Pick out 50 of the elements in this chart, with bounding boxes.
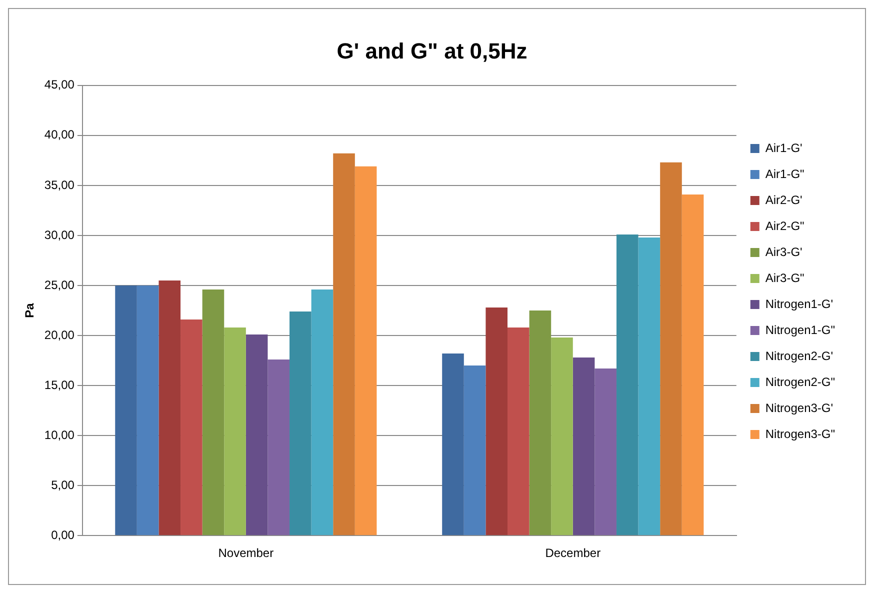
legend-label: Air1-G" bbox=[765, 166, 804, 181]
bar bbox=[202, 289, 224, 536]
y-tick-label: 25,00 bbox=[44, 278, 75, 292]
y-tick-label: 40,00 bbox=[44, 128, 75, 142]
bar bbox=[136, 285, 159, 536]
legend-label: Nitrogen3-G' bbox=[765, 400, 834, 415]
y-tick-label: 15,00 bbox=[44, 378, 75, 392]
legend-label: Nitrogen1-G" bbox=[765, 322, 836, 337]
bar bbox=[616, 234, 638, 536]
bar bbox=[224, 328, 246, 536]
x-tick-label: December bbox=[545, 546, 601, 560]
legend-label: Nitrogen1-G' bbox=[765, 296, 834, 311]
bar bbox=[507, 328, 530, 536]
bar bbox=[551, 338, 573, 536]
bar bbox=[354, 166, 377, 536]
y-tick-label: 45,00 bbox=[44, 78, 75, 92]
x-tick-label: November bbox=[218, 546, 274, 560]
bar bbox=[572, 358, 595, 536]
y-tick-label: 10,00 bbox=[44, 428, 75, 442]
bar bbox=[268, 360, 290, 536]
bar bbox=[682, 194, 704, 536]
legend-label: Air2-G' bbox=[765, 192, 802, 207]
y-tick-label: 35,00 bbox=[44, 178, 75, 192]
legend-label: Nitrogen2-G" bbox=[765, 374, 836, 389]
bar bbox=[115, 285, 137, 536]
legend-label: Nitrogen2-G' bbox=[765, 348, 834, 363]
bar bbox=[486, 308, 508, 536]
y-tick-label: 5,00 bbox=[51, 478, 75, 492]
y-axis-title: Pa bbox=[22, 302, 37, 318]
bar bbox=[464, 366, 486, 536]
y-tick-label: 0,00 bbox=[51, 528, 75, 542]
bar bbox=[180, 320, 202, 536]
bar bbox=[529, 310, 552, 536]
bar bbox=[638, 237, 660, 536]
legend-label: Air1-G' bbox=[765, 140, 802, 155]
bar bbox=[333, 153, 355, 536]
bar bbox=[660, 162, 682, 536]
bar bbox=[311, 289, 334, 536]
legend-label: Nitrogen3-G" bbox=[765, 426, 836, 441]
bar bbox=[442, 354, 464, 536]
y-tick-label: 20,00 bbox=[44, 328, 75, 342]
bar bbox=[246, 334, 268, 536]
legend-label: Air3-G" bbox=[765, 270, 804, 285]
bar bbox=[594, 368, 616, 536]
legend-label: Air3-G' bbox=[765, 244, 802, 259]
y-tick-label: 30,00 bbox=[44, 228, 75, 242]
bar bbox=[290, 312, 312, 536]
bar bbox=[158, 280, 181, 536]
chart-title: G' and G" at 0,5Hz bbox=[336, 38, 528, 64]
legend-label: Air2-G" bbox=[765, 218, 804, 233]
